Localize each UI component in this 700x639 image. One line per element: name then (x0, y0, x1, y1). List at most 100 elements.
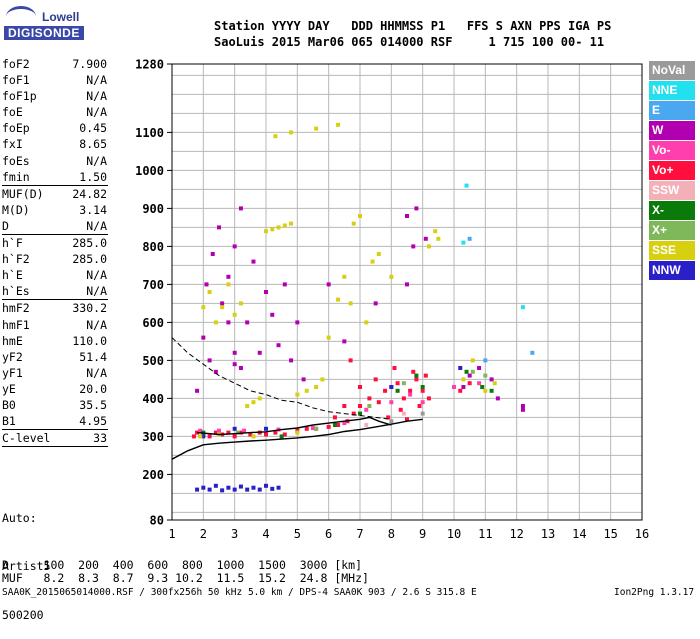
echo-point-nnw (245, 487, 250, 492)
echo-point-sse (320, 377, 325, 382)
param-row-fof2: foF2 7.900 (2, 56, 107, 72)
echo-point-w (301, 377, 306, 382)
param-name: B0 (2, 397, 16, 412)
header-line-2: SaoLuis 2015 Mar06 065 014000 RSF 1 715 … (214, 35, 605, 49)
echo-point-xplus (483, 373, 488, 378)
echo-point-sse (198, 434, 203, 439)
param-value: N/A (86, 73, 107, 88)
param-name: h`Es (2, 284, 30, 299)
echo-point-voplus (398, 407, 403, 412)
echo-point-w (251, 259, 256, 264)
echo-point-voplus (426, 396, 431, 401)
echo-point-voplus (458, 388, 463, 393)
x-tick-label: 7 (356, 527, 363, 541)
echo-point-vominus (364, 407, 369, 412)
echo-point-xplus (235, 430, 240, 435)
curve-model-profile (172, 337, 392, 420)
echo-point-sse (245, 404, 250, 408)
x-tick-label: 4 (262, 527, 269, 541)
echo-point-nnw (264, 426, 268, 431)
echo-point-sse (436, 236, 441, 241)
param-name: C-level (2, 431, 51, 446)
echo-point-sse (314, 126, 319, 131)
param-row-hme: hmE 110.0 (2, 333, 107, 349)
echo-point-w (289, 358, 294, 363)
param-row-clevel: C-level 33 (2, 430, 107, 446)
echo-point-voplus (264, 432, 268, 437)
echo-point-voplus (367, 396, 372, 401)
echo-point-nne (520, 305, 525, 310)
echo-point-nnw (264, 483, 268, 488)
echo-point-nnw (238, 484, 243, 489)
echo-point-w (257, 350, 262, 355)
echo-point-sse (389, 274, 394, 279)
logo-lowell: Lowell (42, 10, 80, 24)
echo-point-sse (238, 301, 243, 306)
echo-point-voplus (273, 430, 278, 435)
echo-point-vominus (420, 400, 425, 405)
x-tick-label: 6 (325, 527, 332, 541)
param-value: 4.95 (79, 414, 107, 429)
param-row-he: h`E N/A (2, 267, 107, 283)
echo-point-voplus (420, 388, 425, 393)
echo-point-voplus (411, 369, 416, 374)
echo-point-w (342, 339, 347, 344)
echo-point-voplus (395, 381, 400, 386)
echo-point-w (213, 369, 218, 374)
echo-point-sse (326, 335, 331, 340)
echo-point-xminus (414, 373, 419, 378)
echo-point-vominus (198, 428, 203, 433)
param-name: M(D) (2, 202, 30, 217)
echo-point-vominus (342, 421, 347, 426)
echo-point-voplus (282, 432, 287, 437)
param-value: 24.82 (72, 186, 107, 201)
echo-point-voplus (386, 415, 391, 420)
echo-point-w (226, 274, 231, 279)
echo-point-nnw (232, 426, 237, 431)
param-name: hmF1 (2, 317, 30, 332)
echo-point-voplus (213, 430, 218, 435)
param-name: MUF(D) (2, 186, 44, 201)
echo-point-voplus (326, 424, 331, 429)
echo-point-ssw (364, 423, 369, 427)
echo-point-sse (342, 274, 347, 279)
param-separator (2, 234, 108, 236)
param-name: yF2 (2, 349, 23, 364)
echo-point-sse (461, 377, 466, 382)
y-tick-label: 800 (142, 240, 164, 254)
echo-point-voplus (358, 385, 362, 389)
x-tick-label: 2 (200, 527, 207, 541)
echo-point-sse (364, 320, 369, 325)
param-name: foE (2, 105, 23, 120)
echo-point-w (232, 244, 237, 249)
echo-point-xminus (480, 385, 485, 389)
echo-point-sse (213, 320, 218, 325)
echo-point-voplus (248, 432, 253, 437)
param-value: 3.14 (79, 202, 107, 217)
echo-point-sse (370, 259, 375, 264)
muf-row: MUF 8.2 8.3 8.7 9.3 10.2 11.5 15.2 24.8 … (2, 571, 369, 585)
param-name: fxI (2, 137, 23, 152)
echo-point-voplus (358, 404, 362, 408)
param-name: foF1p (2, 89, 37, 104)
echo-point-w (411, 244, 416, 249)
echo-point-vominus (217, 428, 221, 433)
param-row-ye: yE 20.0 (2, 381, 107, 397)
echo-point-e (530, 350, 535, 355)
echo-point-w (270, 312, 275, 317)
param-row-b1: B1 4.95 (2, 413, 107, 429)
echo-point-sse (351, 221, 356, 226)
echo-point-sse (232, 312, 237, 317)
y-tick-label: 1280 (135, 58, 164, 72)
logo-digisonde: DIGISONDE (4, 26, 84, 40)
echo-point-nnw (226, 485, 231, 490)
echo-point-w (204, 282, 209, 287)
echo-point-sse (358, 214, 362, 218)
echo-point-sse (426, 244, 431, 249)
legend-item-sse: SSE (649, 241, 695, 260)
param-row-fof1p: foF1p N/A (2, 88, 107, 104)
echo-point-sse (295, 430, 300, 435)
echo-point-nnw (213, 483, 218, 488)
echo-point-w (520, 404, 525, 408)
echo-point-nnw (195, 487, 200, 492)
